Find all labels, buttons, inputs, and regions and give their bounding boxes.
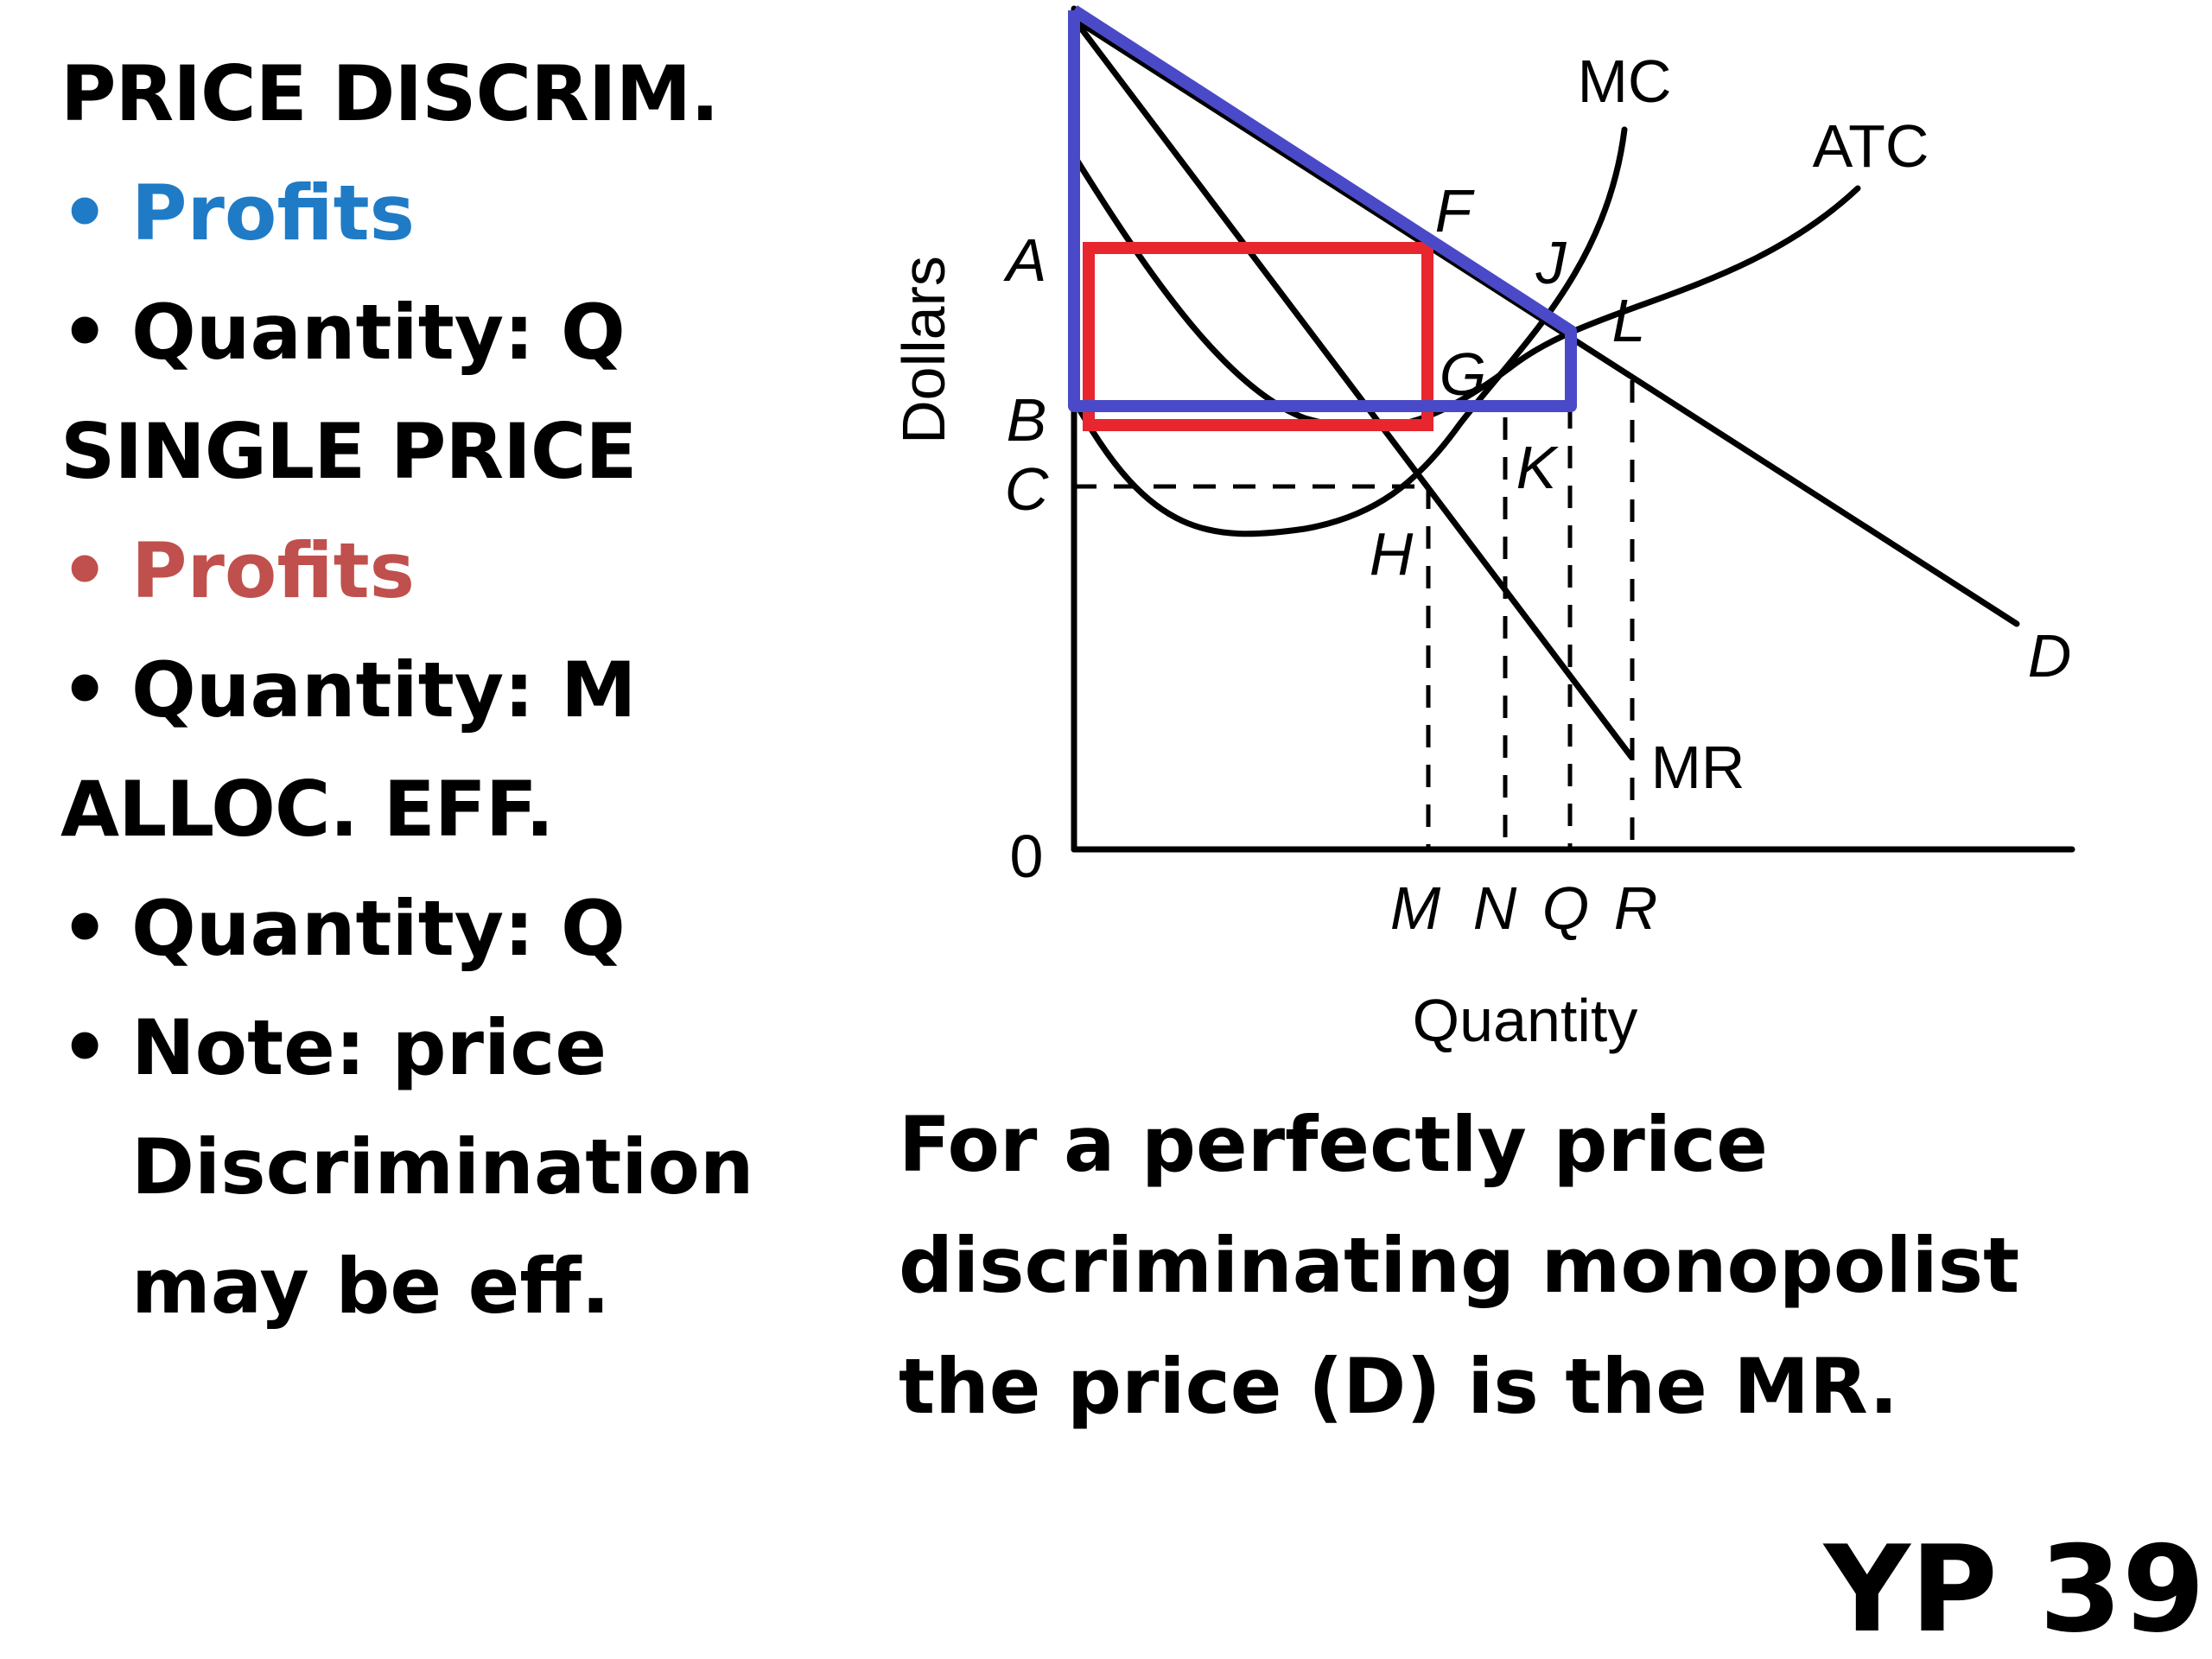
point-label-j: J xyxy=(1535,229,1567,296)
price-discrimination-profit-outline xyxy=(1068,5,1577,412)
alloc-eff-heading: ALLOC. EFF. xyxy=(60,765,554,854)
explanation-text: For a perfectly price discriminating mon… xyxy=(899,1084,2152,1447)
page-label: YP 39 xyxy=(1823,1520,2205,1659)
bullet-dot: • xyxy=(60,168,110,257)
y-axis-label: Dollars xyxy=(890,256,957,444)
bullet-text: Quantity: Q xyxy=(131,884,626,973)
curve-label-mc: MC xyxy=(1578,48,1672,115)
bullet-dot: • xyxy=(60,645,110,734)
alloc-eff-note-bullet: • Note: price Discrimination may be eff. xyxy=(60,988,890,1346)
note-line: may be eff. xyxy=(131,1242,611,1331)
bullet-text: Quantity: Q xyxy=(131,288,626,377)
single-price-profit-rect xyxy=(1083,242,1433,431)
point-label-k: K xyxy=(1516,434,1560,501)
point-label-f: F xyxy=(1435,177,1476,245)
quantity-label-m: M xyxy=(1390,874,1441,942)
point-label-l: L xyxy=(1612,287,1646,354)
bullet-dot: • xyxy=(60,288,110,377)
left-text-panel: PRICE DISCRIM. • Profits • Quantity: Q S… xyxy=(60,35,890,1346)
price-discrim-quantity-bullet: • Quantity: Q xyxy=(60,273,890,392)
single-price-quantity-bullet: • Quantity: M xyxy=(60,631,890,750)
note-line: Note: price xyxy=(131,1003,607,1092)
price-label-c: C xyxy=(1005,455,1049,523)
bullet-text: Profits xyxy=(131,526,416,615)
price-discrim-profits-bullet: • Profits xyxy=(60,154,890,273)
quantity-label-n: N xyxy=(1473,874,1517,942)
explanation-line: the price (D) is the MR. xyxy=(899,1342,1898,1431)
price-label-a: A xyxy=(1003,226,1047,294)
price-label-b: B xyxy=(1007,386,1047,454)
alloc-eff-quantity-bullet: • Quantity: Q xyxy=(60,869,890,988)
explanation-line: discriminating monopolist xyxy=(899,1221,2020,1310)
bullet-text: Quantity: M xyxy=(131,645,637,734)
bullet-dot: • xyxy=(60,884,110,973)
bullet-dot: • xyxy=(60,526,110,615)
origin-label: 0 xyxy=(1010,823,1044,890)
curve-label-atc: ATC xyxy=(1813,112,1929,180)
note-line: Discrimination xyxy=(131,1122,754,1211)
curve-label-mr: MR xyxy=(1651,734,1745,801)
price-discrim-heading: PRICE DISCRIM. xyxy=(60,49,720,138)
mr-curve xyxy=(1071,16,1635,760)
single-price-heading: SINGLE PRICE xyxy=(60,407,638,496)
single-price-profits-bullet: • Profits xyxy=(60,512,890,631)
quantity-label-r: R xyxy=(1614,874,1658,942)
curve-label-d: D xyxy=(2028,622,2072,690)
point-label-h: H xyxy=(1370,520,1414,588)
x-axis-label: Quantity xyxy=(1413,987,1638,1054)
bullet-text: Profits xyxy=(131,168,416,257)
explanation-line: For a perfectly price xyxy=(899,1100,1768,1189)
point-label-g: G xyxy=(1440,340,1486,408)
bullet-dot: • xyxy=(60,1003,110,1092)
quantity-label-q: Q xyxy=(1542,874,1589,942)
